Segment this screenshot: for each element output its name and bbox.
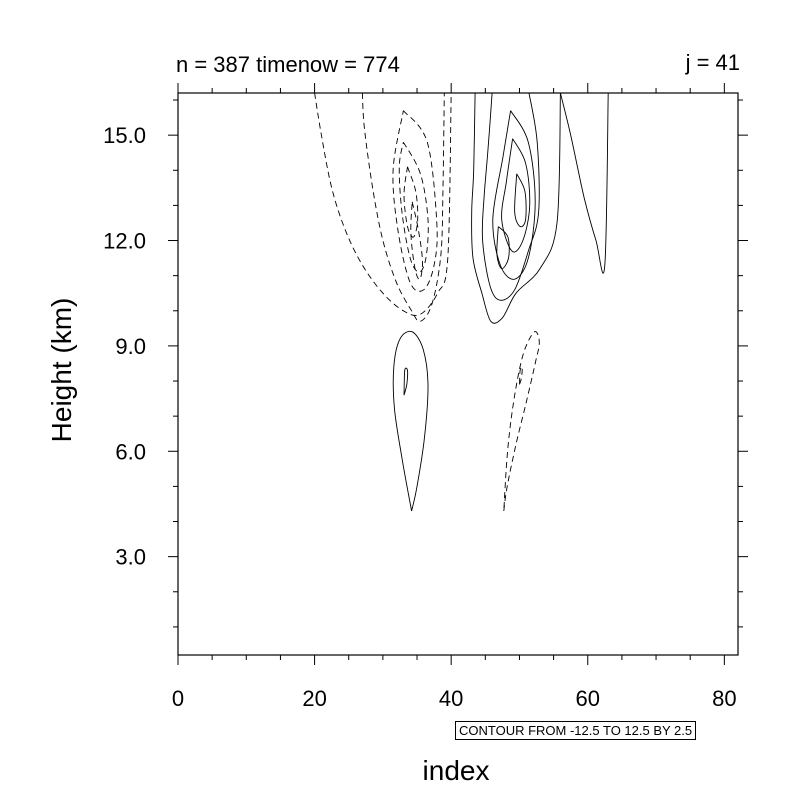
chart-title-left: n = 387 timenow = 774 (176, 52, 400, 77)
positive-contour-line (496, 226, 510, 270)
positive-contour-line (559, 93, 609, 274)
negative-contour-line (503, 331, 540, 512)
chart-title-right: j = 41 (685, 50, 740, 75)
positive-contour-line (471, 93, 561, 324)
contour-info-box: CONTOUR FROM -12.5 TO 12.5 BY 2.5 (455, 721, 697, 740)
positive-contour-line (501, 138, 531, 253)
negative-contour-line (361, 93, 445, 322)
negative-contour-line (398, 141, 429, 273)
x-tick-label: 80 (712, 686, 736, 711)
negative-contour-line (403, 166, 419, 238)
plot-frame (177, 92, 739, 656)
tick-labels: 0 20 40 60 80 3.0 6.0 9.0 12.0 15.0 (103, 123, 736, 711)
contour-lines (314, 93, 609, 512)
negative-contour-line (314, 93, 452, 316)
x-tick-label: 0 (172, 686, 184, 711)
positive-contour-line (514, 173, 527, 228)
x-axis-label: index (422, 755, 490, 786)
y-tick-label: 12.0 (103, 229, 146, 254)
y-axis-label: Height (km) (46, 297, 77, 443)
negative-contour-line (410, 201, 423, 280)
positive-contour-line (392, 330, 429, 512)
x-tick-label: 60 (576, 686, 600, 711)
axis-ticks (168, 83, 748, 665)
positive-contour-line (481, 93, 540, 301)
y-tick-label: 15.0 (103, 123, 146, 148)
y-tick-label: 9.0 (115, 334, 146, 359)
y-tick-label: 3.0 (115, 545, 146, 570)
positive-contour-line (403, 367, 409, 396)
negative-contour-line (392, 110, 438, 292)
x-tick-label: 20 (302, 686, 326, 711)
positive-contour-line (492, 110, 536, 280)
negative-contour-line (519, 366, 523, 385)
y-tick-label: 6.0 (115, 439, 146, 464)
x-tick-label: 40 (439, 686, 463, 711)
